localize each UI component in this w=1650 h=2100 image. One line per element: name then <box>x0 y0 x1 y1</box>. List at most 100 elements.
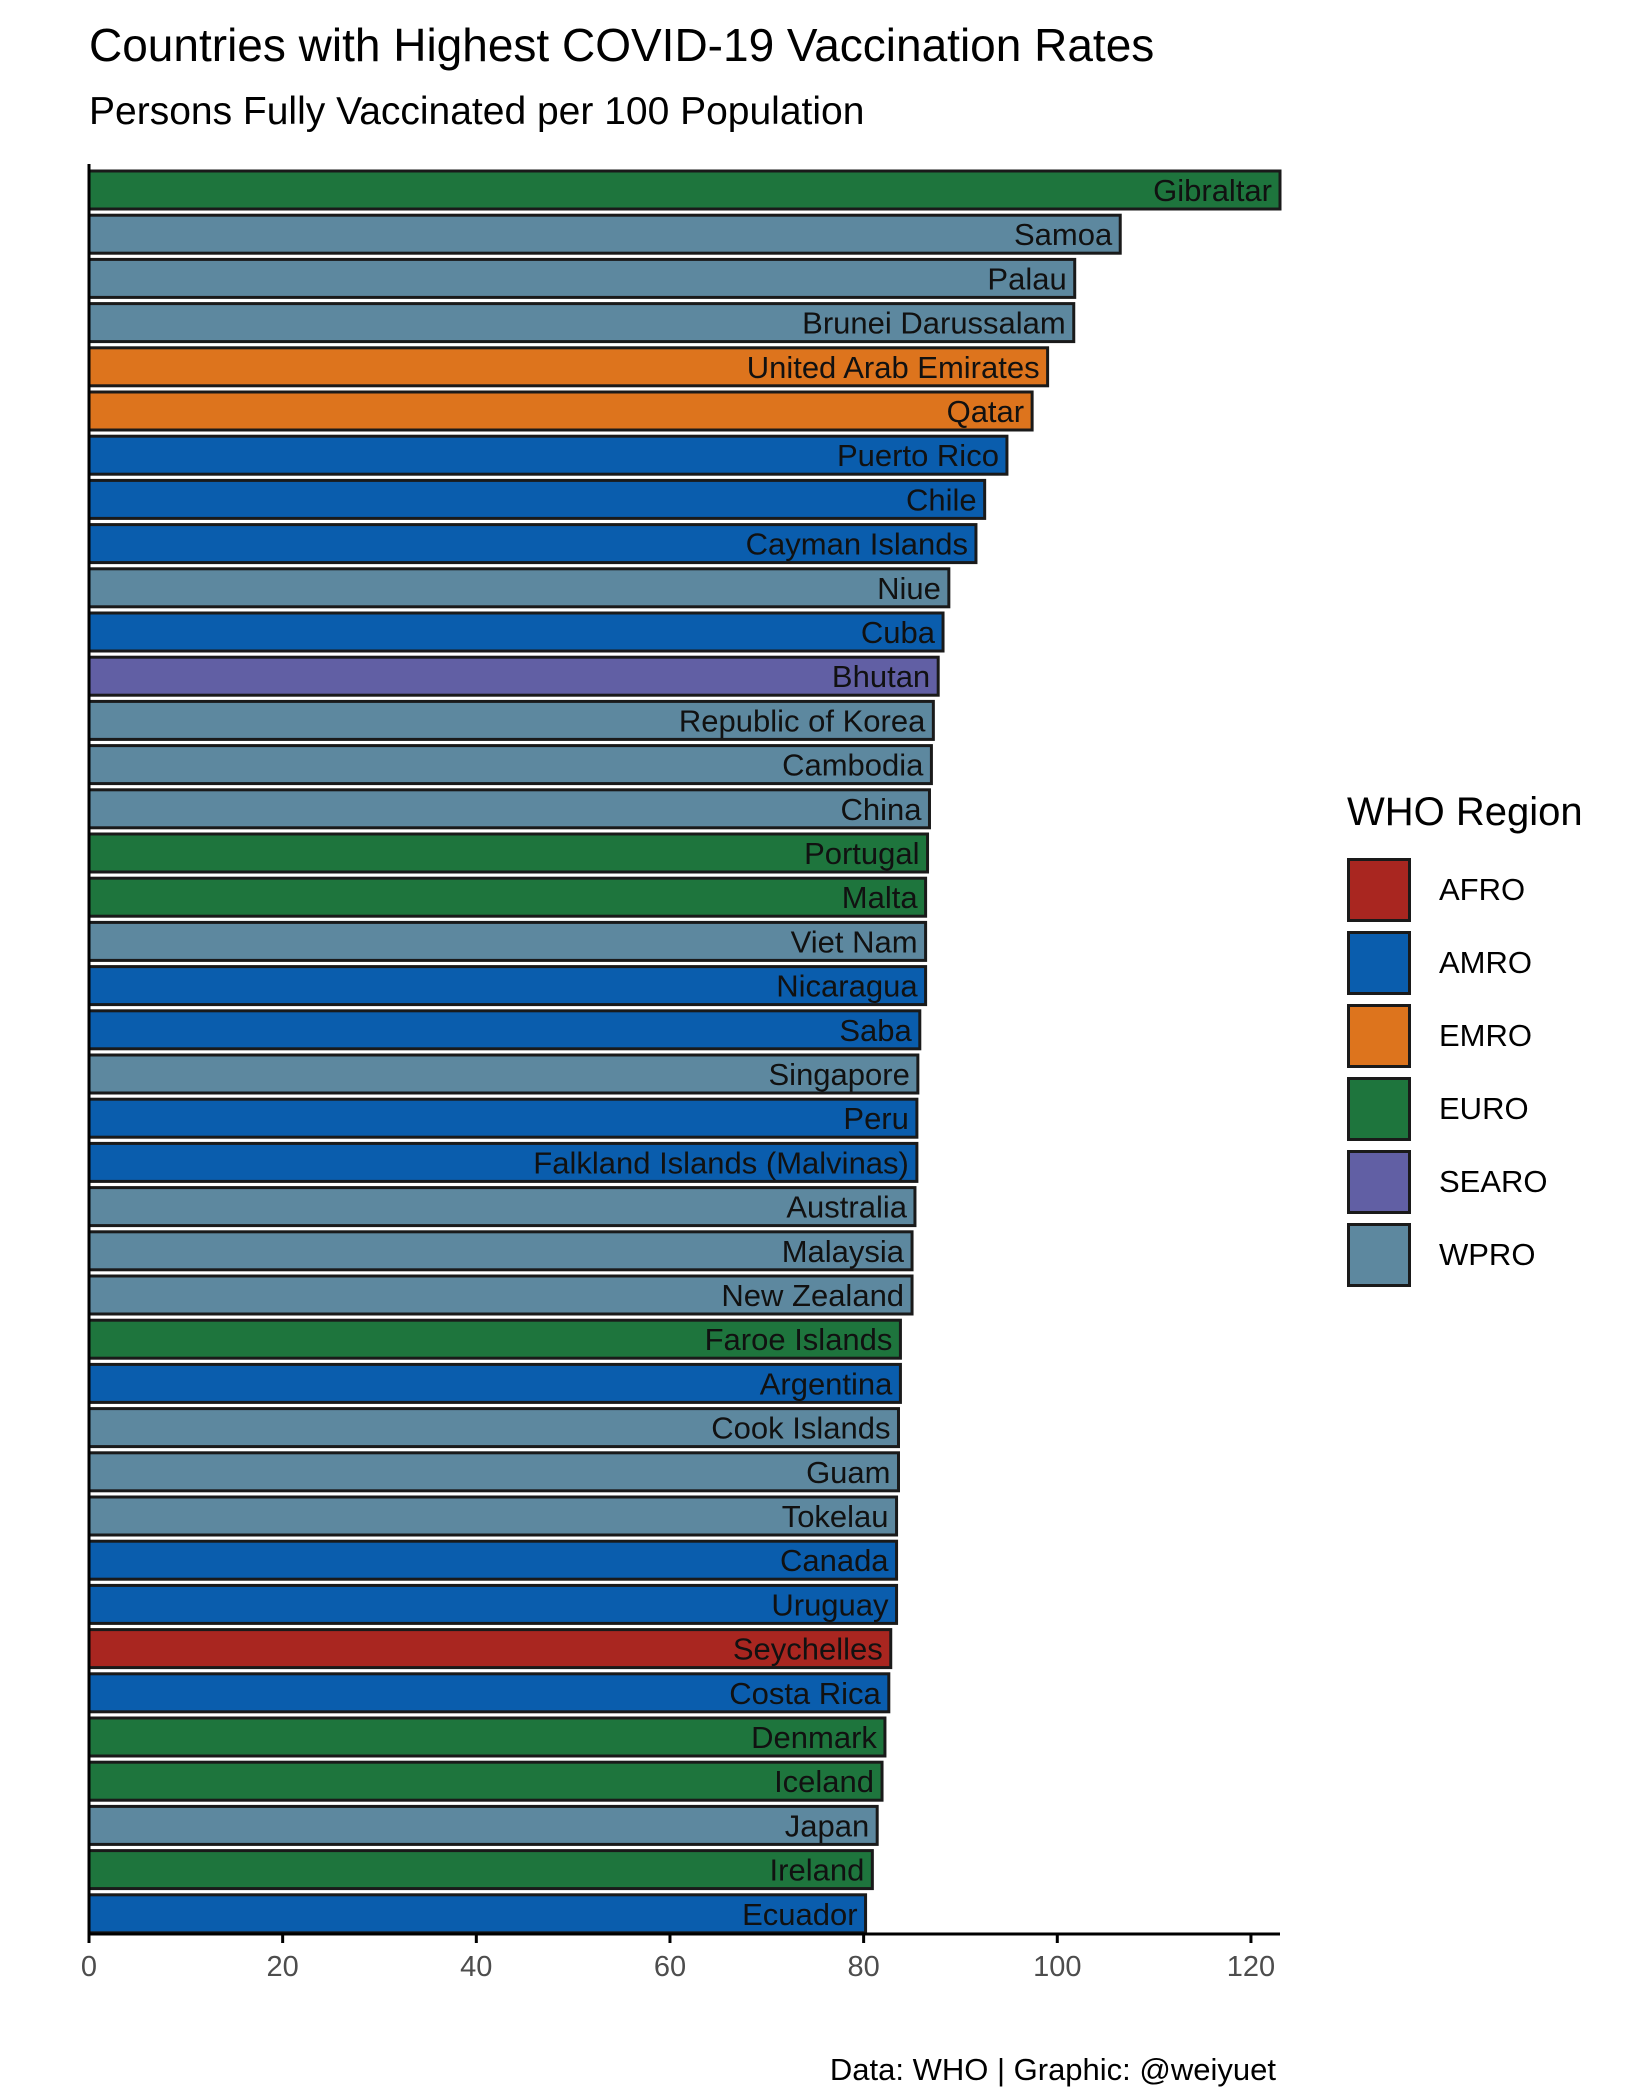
bar-cook-islands <box>87 1407 900 1449</box>
bar-bhutan <box>87 655 940 697</box>
bar-label-chile: Chile <box>906 482 977 517</box>
bar-china <box>87 788 931 830</box>
x-tick-label-120: 120 <box>1227 1951 1275 1983</box>
bar-label-cuba: Cuba <box>861 615 936 650</box>
bar-falkland-islands-malvinas <box>87 1141 919 1183</box>
bar-samoa <box>87 213 1122 255</box>
bar-label-guam: Guam <box>806 1455 890 1490</box>
bar-puerto-rico <box>87 434 1009 476</box>
bar-label-saba: Saba <box>839 1013 912 1048</box>
bar-label-ireland: Ireland <box>770 1853 865 1888</box>
bar-label-cambodia: Cambodia <box>782 748 924 783</box>
bar-label-puerto-rico: Puerto Rico <box>837 438 999 473</box>
bar-peru <box>87 1097 919 1139</box>
bar-label-australia: Australia <box>786 1190 907 1225</box>
x-tick-label-80: 80 <box>848 1951 880 1983</box>
bar-label-canada: Canada <box>780 1543 889 1578</box>
bar-label-uruguay: Uruguay <box>771 1587 889 1622</box>
x-axis-ticks: 0 20 40 60 80 100 120 <box>81 1934 1275 1983</box>
bar-argentina <box>87 1362 902 1404</box>
bar-saba <box>87 1009 922 1051</box>
legend-item-wpro: WPRO <box>1347 1218 1583 1291</box>
bar-malta <box>87 876 928 918</box>
bar-label-tokelau: Tokelau <box>782 1499 889 1534</box>
legend-items: AFRO AMRO EMRO EURO SEARO WPRO <box>1347 853 1583 1291</box>
bars-layer: Gibraltar Samoa Palau Brunei Darussalam Unit… <box>87 169 1282 1935</box>
bar-label-ecuador: Ecuador <box>742 1897 857 1932</box>
bar-united-arab-emirates <box>87 346 1050 388</box>
chart-title: Countries with Highest COVID-19 Vaccinat… <box>89 19 1155 71</box>
bar-cuba <box>87 611 945 653</box>
bar-label-malta: Malta <box>842 880 919 915</box>
bar-niue <box>87 567 951 609</box>
bar-uruguay <box>87 1583 899 1625</box>
bar-guam <box>87 1451 900 1493</box>
x-tick-label-60: 60 <box>654 1951 686 1983</box>
bar-malaysia <box>87 1230 914 1272</box>
bar-label-costa-rica: Costa Rica <box>729 1676 881 1711</box>
bar-label-brunei-darussalam: Brunei Darussalam <box>802 306 1066 341</box>
x-tick-label-0: 0 <box>81 1951 97 1983</box>
legend-item-searo: SEARO <box>1347 1145 1583 1218</box>
legend-item-emro: EMRO <box>1347 999 1583 1072</box>
bar-singapore <box>87 1053 920 1095</box>
legend-item-euro: EURO <box>1347 1072 1583 1145</box>
bar-label-qatar: Qatar <box>947 394 1025 429</box>
chart-subtitle: Persons Fully Vaccinated per 100 Populat… <box>89 90 865 133</box>
legend-label-wpro: WPRO <box>1439 1236 1536 1272</box>
bar-label-united-arab-emirates: United Arab Emirates <box>747 350 1040 385</box>
legend-label-afro: AFRO <box>1439 871 1526 907</box>
bar-qatar <box>87 390 1034 432</box>
legend-swatch-wpro <box>1347 1222 1411 1287</box>
x-tick-label-100: 100 <box>1033 1951 1081 1983</box>
bar-palau <box>87 257 1077 299</box>
legend-item-amro: AMRO <box>1347 926 1583 999</box>
legend: WHO Region AFRO AMRO EMRO EURO SEARO WPRO <box>1347 790 1583 1291</box>
legend-swatch-emro <box>1347 1003 1411 1068</box>
bar-label-nicaragua: Nicaragua <box>776 969 918 1004</box>
bar-label-new-zealand: New Zealand <box>721 1278 904 1313</box>
legend-item-afro: AFRO <box>1347 853 1583 926</box>
chart-caption: Data: WHO | Graphic: @weiyuet <box>829 2052 1276 2087</box>
bar-label-republic-of-korea: Republic of Korea <box>679 703 926 738</box>
legend-label-amro: AMRO <box>1439 944 1532 980</box>
bar-label-argentina: Argentina <box>760 1366 893 1401</box>
bar-cayman-islands <box>87 523 978 565</box>
legend-title: WHO Region <box>1347 790 1583 834</box>
bar-label-portugal: Portugal <box>804 836 919 871</box>
bar-label-viet-nam: Viet Nam <box>791 924 918 959</box>
bar-label-japan: Japan <box>785 1808 869 1843</box>
bar-label-samoa: Samoa <box>1014 217 1113 252</box>
bar-label-china: China <box>840 792 922 827</box>
bar-label-cook-islands: Cook Islands <box>711 1411 890 1446</box>
bar-label-gibraltar: Gibraltar <box>1153 173 1272 208</box>
bar-costa-rica <box>87 1672 891 1714</box>
bar-label-falkland-islands-malvinas: Falkland Islands (Malvinas) <box>533 1145 909 1180</box>
bar-chile <box>87 478 987 520</box>
bar-label-singapore: Singapore <box>769 1057 910 1092</box>
bar-new-zealand <box>87 1274 914 1316</box>
bar-japan <box>87 1804 879 1846</box>
bar-ireland <box>87 1849 874 1891</box>
bar-nicaragua <box>87 965 928 1007</box>
x-tick-label-20: 20 <box>267 1951 299 1983</box>
legend-label-emro: EMRO <box>1439 1017 1532 1053</box>
bar-label-bhutan: Bhutan <box>832 659 930 694</box>
bar-label-seychelles: Seychelles <box>733 1632 883 1667</box>
bar-label-niue: Niue <box>877 571 941 606</box>
legend-swatch-amro <box>1347 930 1411 995</box>
bar-label-faroe-islands: Faroe Islands <box>705 1322 893 1357</box>
legend-label-euro: EURO <box>1439 1090 1529 1126</box>
bar-portugal <box>87 832 930 874</box>
bar-label-cayman-islands: Cayman Islands <box>746 527 968 562</box>
bar-iceland <box>87 1760 884 1802</box>
legend-swatch-euro <box>1347 1076 1411 1141</box>
bar-canada <box>87 1539 899 1581</box>
bar-tokelau <box>87 1495 899 1537</box>
bar-republic-of-korea <box>87 699 935 741</box>
bar-label-iceland: Iceland <box>774 1764 874 1799</box>
bar-label-peru: Peru <box>843 1101 908 1136</box>
x-tick-label-40: 40 <box>460 1951 492 1983</box>
bar-brunei-darussalam <box>87 302 1076 344</box>
bar-gibraltar <box>87 169 1282 211</box>
